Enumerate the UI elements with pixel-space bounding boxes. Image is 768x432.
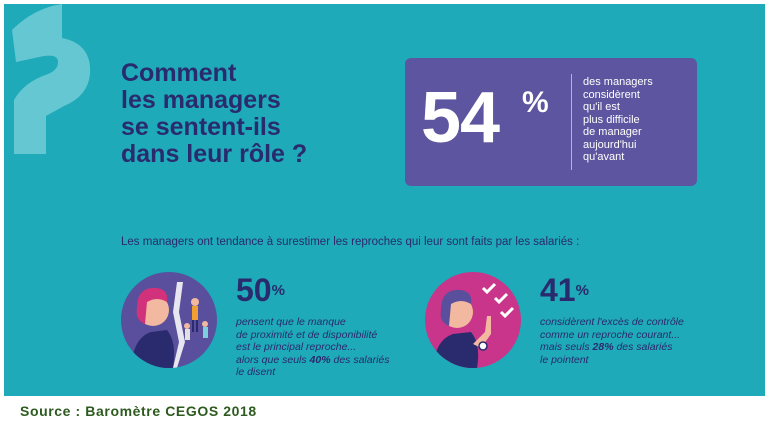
highlight-stat-box: 54 % des managers considèrent qu'il est … (405, 58, 697, 186)
stat-percent: % (575, 282, 589, 299)
stat-line: considèrent l'excès de contrôle (540, 316, 684, 328)
stat-text-part: alors que seuls (236, 353, 310, 366)
stat-text-part: des salariés (613, 341, 673, 353)
stat-line: le disent (236, 366, 276, 378)
stat-line: alors que seuls 40% des salariés (236, 354, 390, 367)
headline-line: dans leur rôle ? (121, 140, 308, 168)
highlight-description: des managers considèrent qu'il est plus … (583, 76, 687, 164)
stat-line: comme un reproche courant... (540, 328, 681, 341)
stat-line: pensent que le manque (236, 316, 346, 328)
stat-percent: % (271, 282, 285, 299)
stat-line: de proximité et de disponibilité (236, 328, 378, 341)
manager-illustration (425, 272, 521, 368)
headline-line: se sentent-ils (121, 113, 281, 141)
stat-description: pensent que le manque de proximité et de… (236, 316, 390, 379)
stat-line: le pointent (540, 353, 589, 366)
highlight-line: considèrent (583, 88, 640, 101)
stat-bold-value: 40% (309, 353, 331, 366)
highlight-line: qu'avant (583, 151, 625, 163)
highlight-line: des managers (583, 76, 653, 88)
question-mark-icon (12, 4, 91, 154)
stat-number: 41% (540, 274, 589, 306)
stat-text-part: mais seuls (540, 341, 593, 353)
source-caption: Source : Baromètre CEGOS 2018 (20, 403, 257, 419)
divider (571, 74, 572, 170)
highlight-line: aujourd'hui (583, 138, 637, 151)
infographic-panel: Comment les managers se sentent-ils dans… (4, 4, 765, 396)
stat-description: considèrent l'excès de contrôle comme un… (540, 316, 684, 366)
highlight-line: plus difficile (583, 113, 640, 126)
stat-line: est le principal reproche... (236, 341, 357, 353)
subtitle: Les managers ont tendance à surestimer l… (121, 236, 580, 248)
headline-line: les managers (121, 86, 281, 114)
highlight-line: de manager (583, 126, 642, 138)
highlight-number: 54 (421, 78, 500, 158)
stat-value: 41 (540, 272, 576, 308)
stat-value: 50 (236, 272, 272, 308)
headline: Comment les managers se sentent-ils dans… (121, 60, 307, 168)
headline-line: Comment (121, 59, 237, 87)
manager-illustration (121, 272, 217, 368)
highlight-line: qu'il est (583, 101, 620, 113)
stat-line: mais seuls 28% des salariés (540, 341, 684, 354)
stat-text-part: des salariés (330, 353, 390, 366)
highlight-percent: % (522, 86, 549, 119)
stat-bold-value: 28% (592, 341, 614, 353)
stat-number: 50% (236, 274, 285, 306)
